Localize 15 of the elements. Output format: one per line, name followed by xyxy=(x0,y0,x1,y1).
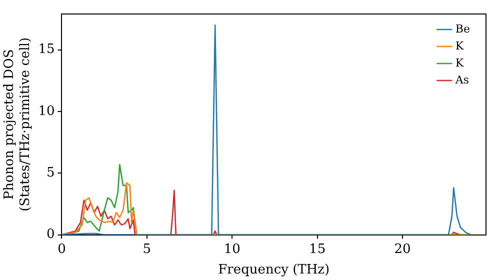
y-tick-label: 15 xyxy=(38,42,55,58)
legend-label: Be xyxy=(455,22,470,36)
x-tick-label: 10 xyxy=(224,242,240,257)
x-tick-label: 15 xyxy=(309,242,326,257)
x-tick-label: 20 xyxy=(394,242,411,257)
y-tick-label: 10 xyxy=(38,104,55,119)
y-axis-title: Phonon projected DOS (States/THz·primitive cell) xyxy=(2,37,33,212)
legend-label: K xyxy=(455,56,464,70)
legend-label: K xyxy=(455,39,464,52)
y-tick-label: 0 xyxy=(46,227,55,242)
x-axis-title: Frequency (THz) xyxy=(218,262,330,278)
x-tick-label: 5 xyxy=(142,242,152,257)
y-tick-label: 5 xyxy=(46,166,55,180)
x-tick-label: 0 xyxy=(58,242,66,257)
legend-label: As xyxy=(454,73,470,86)
